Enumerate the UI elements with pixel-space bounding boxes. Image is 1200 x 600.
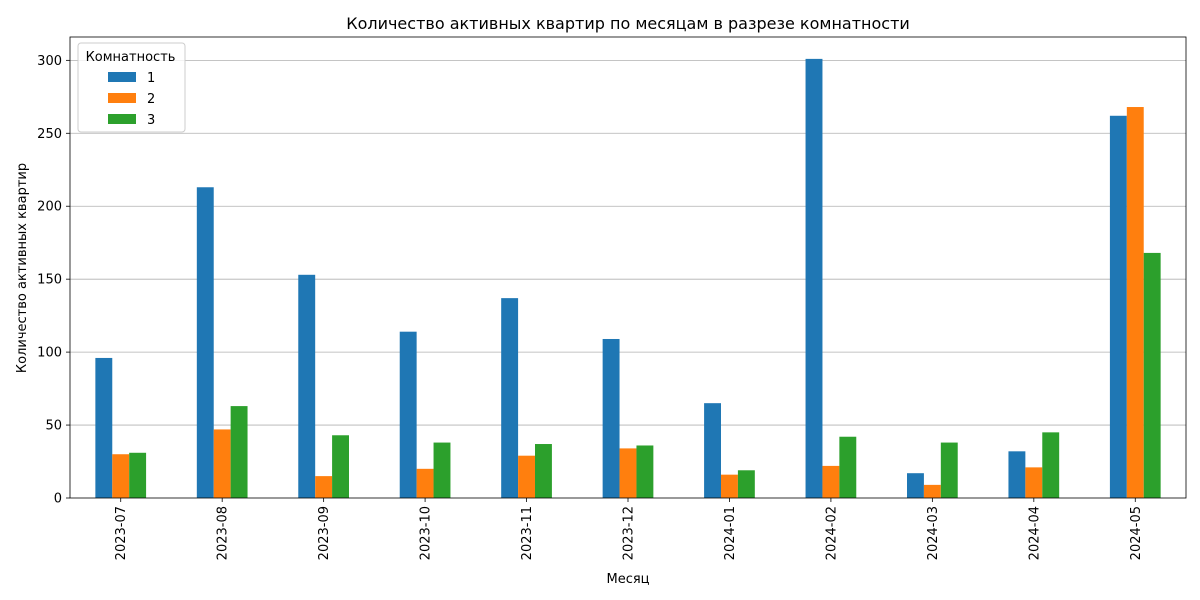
x-tick-label: 2024-04 [1027, 506, 1042, 560]
bar-2024-01-series-2 [721, 474, 738, 498]
x-tick-label: 2023-07 [114, 506, 129, 560]
y-gridlines [70, 59, 1186, 426]
x-tick-label: 2024-05 [1129, 506, 1144, 560]
bar-2024-05-series-3 [1143, 252, 1161, 498]
legend-title: Комнатность [86, 50, 176, 65]
bar-2023-12-series-3 [636, 445, 654, 498]
y-ticks: 0 50 100 150 200 250 300 [37, 54, 70, 507]
bar-2023-08-series-3 [230, 406, 248, 498]
bar-2023-08-series-1 [196, 187, 214, 498]
legend-frame [77, 42, 186, 133]
y-tick-label: 100 [37, 346, 62, 361]
legend-swatch-2 [108, 93, 136, 103]
bar-2024-05-series-2 [1126, 107, 1144, 498]
x-axis-label: Месяц [606, 572, 649, 587]
x-tick-label: 2023-09 [317, 506, 332, 560]
bar-2023-12-series-2 [619, 448, 637, 498]
bar-2024-02-series-2 [822, 465, 840, 498]
legend: Комнатность 1 2 3 [77, 42, 186, 133]
bar-2023-10-series-1 [399, 331, 417, 498]
y-tick-label: 150 [37, 273, 62, 288]
x-tick-label: 2023-11 [520, 506, 535, 560]
bar-2023-11-series-2 [518, 455, 535, 498]
x-tick-label: 2024-01 [723, 506, 738, 560]
bar-2024-02-series-1 [805, 58, 823, 499]
bar-2024-04-series-3 [1042, 432, 1060, 498]
bar-2023-07-series-1 [95, 357, 113, 498]
chart-title: Количество активных квартир по месяцам в… [346, 14, 910, 33]
bar-2023-07-series-3 [129, 452, 147, 498]
bar-2024-04-series-2 [1025, 467, 1043, 498]
bar-2023-08-series-2 [213, 429, 231, 498]
bar-2024-01-series-3 [737, 470, 755, 498]
bar-2023-10-series-3 [433, 442, 451, 498]
bar-2023-11-series-3 [535, 444, 552, 498]
bar-2024-05-series-1 [1109, 115, 1127, 499]
x-tick-label: 2024-03 [926, 506, 941, 560]
bar-2023-09-series-3 [332, 435, 349, 498]
bar-2024-02-series-3 [839, 436, 857, 498]
y-tick-label: 0 [54, 492, 62, 507]
legend-swatch-1 [108, 72, 136, 82]
bar-2023-11-series-1 [501, 298, 519, 498]
bar-2023-09-series-2 [315, 476, 333, 498]
x-tick-label: 2023-08 [216, 506, 231, 560]
bar-2023-09-series-1 [298, 274, 316, 498]
y-tick-label: 250 [37, 127, 62, 142]
y-tick-label: 50 [45, 419, 62, 434]
bar-2024-03-series-2 [923, 484, 941, 498]
bar-2024-03-series-3 [940, 442, 958, 498]
legend-label-1: 1 [147, 71, 155, 86]
x-ticks: 2023-07 2023-08 2023-09 2023-10 2023-11 2023-… [114, 498, 1144, 560]
y-axis-label: Количество активных квартир [15, 163, 30, 373]
x-tick-label: 2023-10 [419, 506, 434, 560]
bar-2023-07-series-2 [112, 454, 130, 498]
x-tick-label: 2024-02 [824, 506, 839, 560]
y-tick-label: 300 [37, 54, 62, 69]
legend-label-2: 2 [147, 92, 155, 107]
bar-2024-04-series-1 [1008, 451, 1026, 498]
bars [95, 58, 1161, 499]
y-tick-label: 200 [37, 200, 62, 215]
legend-label-3: 3 [147, 113, 155, 128]
x-tick-label: 2023-12 [622, 506, 637, 560]
legend-swatch-3 [108, 114, 136, 124]
bar-2024-01-series-1 [704, 403, 721, 498]
bar-2023-10-series-2 [416, 468, 434, 498]
bar-2024-03-series-1 [907, 473, 924, 498]
bar-2023-12-series-1 [602, 338, 620, 498]
